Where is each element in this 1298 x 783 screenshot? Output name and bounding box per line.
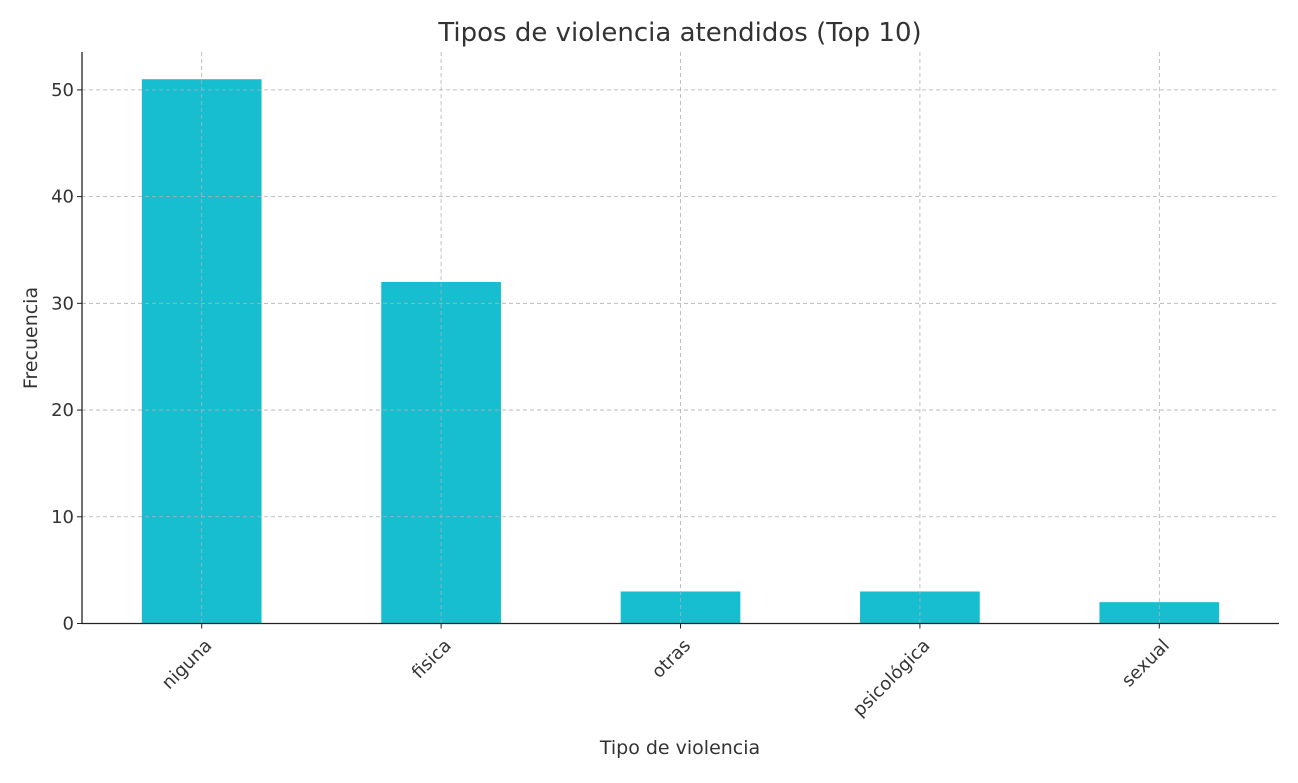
x-axis-label: Tipo de violencia xyxy=(599,737,760,759)
y-tick-label: 20 xyxy=(51,400,74,421)
x-tick-label: psicológica xyxy=(849,635,935,721)
y-tick-label: 30 xyxy=(51,293,74,314)
x-tick-label: fisica xyxy=(408,635,456,683)
y-tick-label: 10 xyxy=(51,507,74,528)
x-tick-label: sexual xyxy=(1118,635,1174,691)
y-tick-label: 0 xyxy=(63,614,74,635)
y-ticks-group: 0 10 20 30 40 50 xyxy=(51,80,82,635)
y-axis-label: Frecuencia xyxy=(20,287,42,389)
grid-group xyxy=(82,52,1279,624)
y-tick-label: 40 xyxy=(51,187,74,208)
y-tick-label: 50 xyxy=(51,80,74,101)
x-tick-label: niguna xyxy=(158,635,216,693)
bar-niguna xyxy=(141,79,262,624)
x-ticks-group: niguna fisica otras psicológica sexual xyxy=(158,623,1174,721)
x-tick-label: otras xyxy=(648,635,695,682)
chart-title: Tipos de violencia atendidos (Top 10) xyxy=(437,18,921,48)
